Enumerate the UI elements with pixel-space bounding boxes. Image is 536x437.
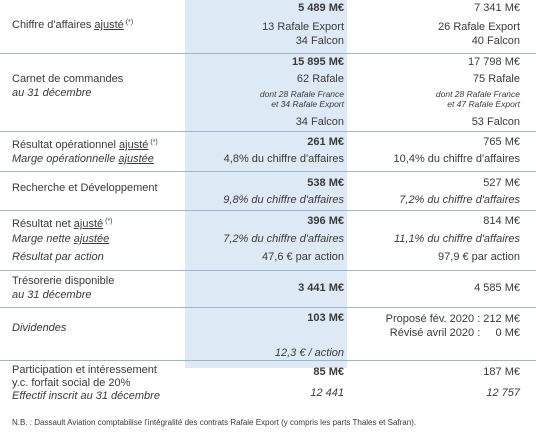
value-2018: et 47 Rafale Export [447, 99, 520, 109]
row-label: Carnet de commandes [12, 73, 124, 85]
value-2019: 12,3 € / action [274, 347, 344, 359]
row-sublabel: Résultat par action [12, 251, 104, 263]
value-2018: 814 M€ [483, 215, 520, 227]
row-cash: Trésorerie disponible au 31 décembre 3 4… [0, 270, 536, 308]
results-table: Chiffre d'affaires ajusté (*) 5 489 M€ 13… [0, 0, 536, 407]
value-2018: 40 Falcon [471, 35, 520, 47]
value-2019: 34 Falcon [295, 35, 344, 47]
value-2019: 5 489 M€ [298, 2, 344, 14]
value-2019: dont 28 Rafale France [259, 89, 344, 99]
row-profit-sharing: Participation et intéressement y.c. forf… [0, 360, 536, 407]
value-2018: 26 Rafale Export [438, 21, 520, 33]
value-2018: Révisé avril 2020 : 0 M€ [389, 327, 520, 339]
value-2018: Proposé fév. 2020 : 212 M€ [385, 313, 520, 325]
value-2019: et 34 Rafale Export [271, 99, 344, 109]
value-2018: 97,9 € par action [438, 251, 520, 263]
value-2018: 53 Falcon [471, 116, 520, 128]
value-2018: dont 28 Rafale France [435, 89, 520, 99]
value-2018: 10,4% du chiffre d'affaires [393, 153, 520, 165]
row-revenue: Chiffre d'affaires ajusté (*) 5 489 M€ 13… [0, 0, 536, 50]
value-2018: 187 M€ [483, 366, 520, 378]
row-label: Trésorerie disponible [12, 275, 115, 287]
row-label: Dividendes [12, 322, 67, 334]
value-2019: 15 895 M€ [292, 56, 344, 68]
row-operating-income: Résultat opérationnel ajusté (*) Marge op… [0, 131, 536, 170]
row-sublabel: Marge nette ajustée [12, 233, 110, 245]
value-2018: 75 Rafale [472, 73, 520, 85]
value-2019: 103 M€ [307, 312, 344, 324]
row-dividends: Dividendes 103 M€ 12,3 € / action Propos… [0, 307, 536, 359]
highlight-column [185, 0, 347, 368]
value-2019: 538 M€ [307, 177, 344, 189]
value-2019: 9,8% du chiffre d'affaires [223, 194, 344, 206]
value-2018: 527 M€ [483, 177, 520, 189]
value-2019: 13 Rafale Export [262, 21, 344, 33]
row-label: Résultat net ajusté (*) [12, 218, 113, 230]
value-2018: 7,2% du chiffre d'affaires [399, 194, 520, 206]
value-2019: 85 M€ [313, 366, 344, 378]
value-2019: 396 M€ [307, 215, 344, 227]
row-label: Chiffre d'affaires ajusté (*) [12, 19, 134, 31]
value-2019: 12 441 [310, 387, 344, 399]
row-order-book: Carnet de commandes au 31 décembre 15 89… [0, 53, 536, 130]
value-2018: 17 798 M€ [468, 56, 520, 68]
value-2019: 7,2% du chiffre d'affaires [223, 233, 344, 245]
row-label: Résultat opérationnel ajusté (*) [12, 139, 158, 151]
value-2018: 4 585 M€ [474, 282, 520, 294]
row-sublabel: y.c. forfait social de 20% [12, 377, 131, 389]
footnote: N.B. : Dassault Aviation comptabilise l'… [12, 418, 417, 427]
row-sublabel: Effectif inscrit au 31 décembre [12, 390, 160, 402]
row-label: Participation et intéressement [12, 364, 157, 376]
row-sublabel: au 31 décembre [12, 87, 92, 99]
value-2019: 62 Rafale [296, 73, 344, 85]
value-2019: 3 441 M€ [298, 282, 344, 294]
value-2018: 765 M€ [483, 136, 520, 148]
value-2018: 7 341 M€ [474, 2, 520, 14]
value-2019: 261 M€ [307, 136, 344, 148]
value-2019: 34 Falcon [295, 116, 344, 128]
value-2018: 11,1% du chiffre d'affaires [393, 233, 520, 245]
row-sublabel: au 31 décembre [12, 289, 92, 301]
row-label: Recherche et Développement [12, 182, 158, 194]
row-net-income: Résultat net ajusté (*) Marge nette ajust… [0, 210, 536, 268]
value-2019: 4,8% du chiffre d'affaires [223, 153, 344, 165]
value-2018: 12 757 [486, 387, 520, 399]
row-rnd: Recherche et Développement 538 M€ 9,8% d… [0, 171, 536, 209]
value-2019: 47,6 € par action [262, 251, 344, 263]
row-sublabel: Marge opérationnelle ajustée [12, 153, 154, 165]
